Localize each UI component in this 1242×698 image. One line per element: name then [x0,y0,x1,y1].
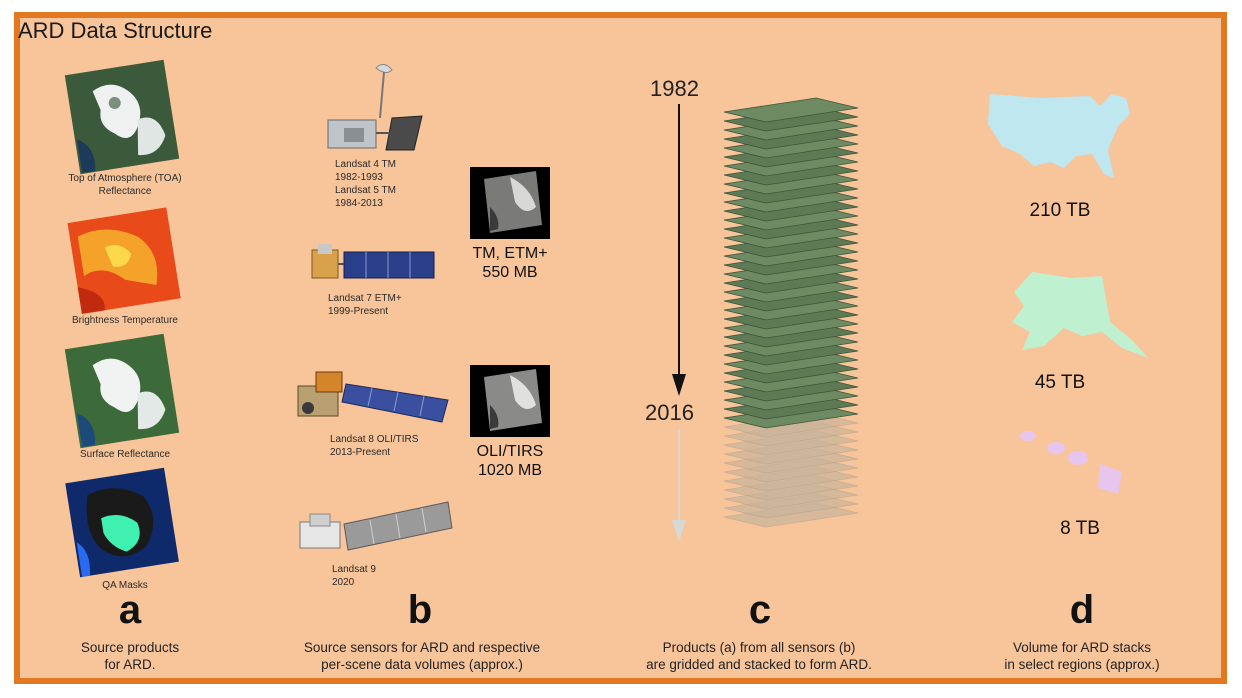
caption-b: Source sensors for ARD and respective pe… [303,640,541,672]
landsat-9-label: Landsat 9 2020 [332,564,376,588]
qa-masks-image [65,467,179,578]
toa-reflectance-image [64,59,180,175]
landsat-4-5-label: Landsat 4 TM 1982-1993 Landsat 5 TM 1984… [335,159,396,209]
landsat-8-label: Landsat 8 OLI/TIRS 2013-Present [330,434,419,458]
year-end: 2016 [645,400,694,425]
surface-reflectance-image [64,333,180,449]
ard-image-stack [723,97,859,528]
landsat-9-satellite-icon [299,501,453,551]
year-start: 1982 [650,76,699,101]
diagram-title: ARD Data Structure [18,18,213,43]
surface-reflectance-label: Surface Reflectance [79,449,171,460]
oli-tirs-volume: OLI/TIRS 1020 MB [476,443,544,479]
hawaii-map-icon [1020,431,1122,494]
letter-a: a [118,588,142,632]
alaska-volume: 45 TB [1034,372,1086,393]
alaska-map-icon [1012,272,1148,358]
toa-reflectance-label: Top of Atmosphere (TOA) Reflectance [68,173,182,197]
hawaii-volume: 8 TB [1060,518,1100,539]
oli-tirs-scene-image [470,365,550,437]
caption-a: Source products for ARD. [80,640,180,672]
caption-d: Volume for ARD stacks in select regions … [1004,640,1160,672]
letter-b: b [407,588,433,632]
landsat-4-5-satellite-icon [327,64,423,151]
tm-etm-volume: TM, ETM+ 550 MB [472,245,548,281]
conus-map-icon [988,94,1130,178]
landsat-7-label: Landsat 7 ETM+ 1999-Present [328,293,402,317]
letter-c: c [748,588,772,632]
time-arrow [672,104,686,542]
conus-volume: 210 TB [1029,200,1091,221]
landsat-8-satellite-icon [297,371,449,423]
landsat-7-satellite-icon [311,244,435,279]
tm-etm-scene-image [470,167,550,239]
qa-masks-label: QA Masks [102,580,148,591]
stack-layer [723,97,859,123]
caption-c: Products (a) from all sensors (b) are gr… [646,640,872,672]
brightness-temperature-image [67,207,181,314]
letter-d: d [1069,588,1095,632]
brightness-temperature-label: Brightness Temperature [72,315,178,326]
